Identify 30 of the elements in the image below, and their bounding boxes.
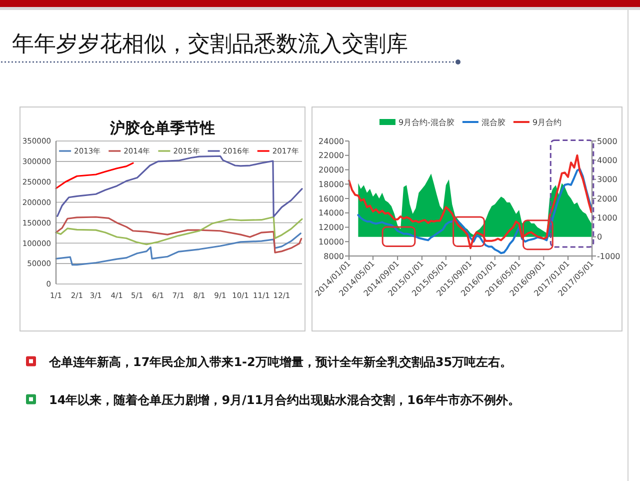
line-series bbox=[348, 154, 592, 250]
line-series bbox=[55, 162, 134, 190]
y2-tick-label: 3000 bbox=[597, 175, 618, 184]
text: 仓单连年新高，17年民企加入带来1-2万吨增量，预计全年新全乳交割品35万吨左右。 bbox=[48, 355, 512, 369]
y2-tick-label: 1000 bbox=[597, 213, 618, 222]
y2-tick-label: 0 bbox=[597, 232, 602, 242]
y-tick-label: 10000 bbox=[318, 237, 344, 246]
text: 14年以来，随着仓单压力剧增，9月/11月合约出现贴水混合交割，16年牛市亦不例外。 bbox=[49, 393, 520, 407]
y-tick-label: 8000 bbox=[324, 252, 344, 261]
y-tick-label: 16000 bbox=[318, 194, 344, 204]
y2-tick-label: 5000 bbox=[597, 136, 618, 146]
legend-label: 混合胶 bbox=[481, 118, 506, 127]
y-tick-label: 14000 bbox=[318, 208, 344, 218]
y2-tick-label: 2000 bbox=[597, 194, 618, 204]
legend-label: 9月合约-混合胶 bbox=[398, 118, 454, 127]
line-series bbox=[55, 216, 302, 254]
y-tick-label: 22000 bbox=[318, 151, 344, 160]
text: 年年岁岁花相似，交割品悉数流入交割库 bbox=[12, 32, 408, 57]
y-tick-label: 12000 bbox=[318, 223, 344, 232]
line-series bbox=[55, 216, 303, 246]
y2-tick-label: 4000 bbox=[597, 156, 618, 165]
legend-label: 9月合约 bbox=[532, 118, 562, 127]
line-series bbox=[56, 155, 303, 218]
y-tick-label: 18000 bbox=[318, 180, 344, 189]
line-series bbox=[357, 168, 592, 254]
y-tick-label: 20000 bbox=[318, 166, 344, 175]
y2-tick-label: -1000 bbox=[597, 252, 620, 261]
y-tick-label: 24000 bbox=[318, 136, 344, 146]
chart-title: 沪胶仓单季节性 bbox=[109, 119, 215, 137]
line-series bbox=[55, 232, 302, 266]
